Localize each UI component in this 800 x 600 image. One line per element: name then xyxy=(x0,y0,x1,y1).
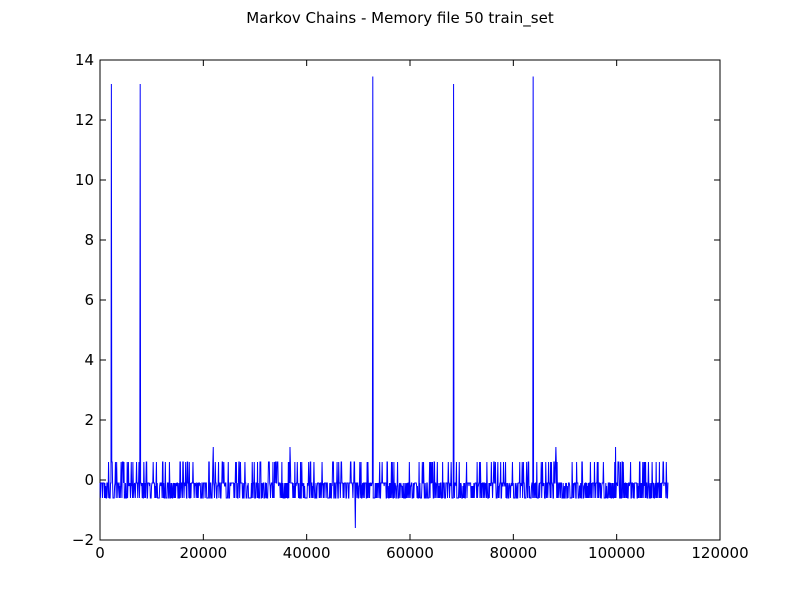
y-tick-label: 6 xyxy=(84,291,94,309)
y-tick-label: 8 xyxy=(84,231,94,249)
y-tick-label: 14 xyxy=(75,51,94,69)
series-line xyxy=(99,76,669,529)
x-tick-label: 100000 xyxy=(588,544,645,562)
x-tick-label: 20000 xyxy=(179,544,227,562)
x-tick-label: 60000 xyxy=(386,544,434,562)
y-tick-label: 2 xyxy=(84,411,94,429)
x-tick-label: 40000 xyxy=(283,544,331,562)
y-tick-label: −2 xyxy=(72,531,94,549)
chart-title: Markov Chains - Memory file 50 train_set xyxy=(246,9,554,27)
axis-ticks xyxy=(99,59,721,541)
y-tick-label: 0 xyxy=(84,471,94,489)
series-layer xyxy=(99,76,669,529)
y-tick-label: 10 xyxy=(75,171,94,189)
x-tick-label: 80000 xyxy=(489,544,537,562)
x-tick-label: 120000 xyxy=(691,544,748,562)
y-tick-label: 4 xyxy=(84,351,94,369)
axis-tick-labels: 0 20000 40000 60000 80000 100000 120000−202468… xyxy=(72,51,749,562)
x-tick-label: 0 xyxy=(95,544,105,562)
y-tick-label: 12 xyxy=(75,111,94,129)
